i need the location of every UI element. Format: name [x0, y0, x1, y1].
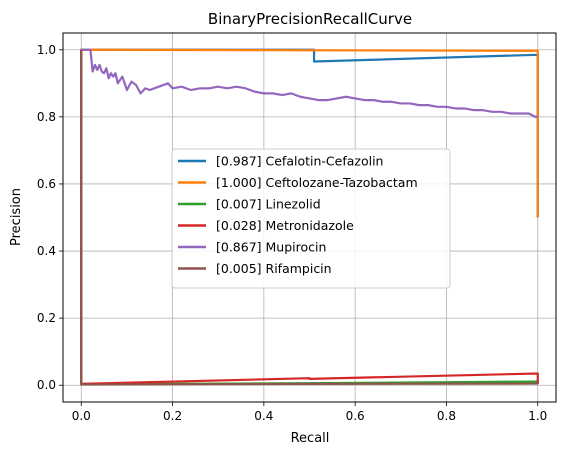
- plot-area-frame: [62, 32, 557, 403]
- y-tick-label: 0.4: [37, 244, 56, 258]
- x-axis-label: Recall: [291, 431, 330, 446]
- y-tick-label: 0.0: [37, 378, 56, 392]
- series-line-5: [80, 49, 539, 386]
- legend-label-1: [1.000] Ceftolozane-Tazobactam: [216, 175, 418, 190]
- legend-box: [171, 148, 451, 289]
- y-axis-label: Precision: [9, 188, 24, 246]
- x-tick-label: 0.0: [72, 409, 91, 423]
- y-tick-label: 0.6: [37, 177, 56, 191]
- x-tick-label: 0.2: [163, 409, 182, 423]
- x-tick-label: 1.0: [528, 409, 547, 423]
- series-line-4: [80, 48, 538, 385]
- series-lines: [80, 48, 539, 386]
- x-tick-label: 0.6: [346, 409, 365, 423]
- x-tick-label: 0.4: [254, 409, 273, 423]
- y-axis-ticks: 0.0 0.2 0.4 0.6 0.8 1.0: [37, 43, 63, 392]
- legend-label-5: [0.005] Rifampicin: [216, 261, 332, 276]
- legend-label-2: [0.007] Linezolid: [216, 197, 321, 212]
- legend-label-4: [0.867] Mupirocin: [216, 240, 326, 255]
- y-tick-label: 0.2: [37, 311, 56, 325]
- legend-label-3: [0.028] Metronidazole: [216, 218, 354, 233]
- x-axis-ticks: 0.0 0.2 0.4 0.6 0.8 1.0: [72, 402, 547, 423]
- chart-title: BinaryPrecisionRecallCurve: [208, 10, 412, 28]
- y-tick-label: 1.0: [37, 43, 56, 57]
- x-tick-label: 0.8: [437, 409, 456, 423]
- legend: [0.987] Cefalotin-Cefazolin [1.000] Cefto…: [171, 148, 451, 289]
- y-tick-label: 0.8: [37, 110, 56, 124]
- legend-label-0: [0.987] Cefalotin-Cefazolin: [216, 154, 383, 169]
